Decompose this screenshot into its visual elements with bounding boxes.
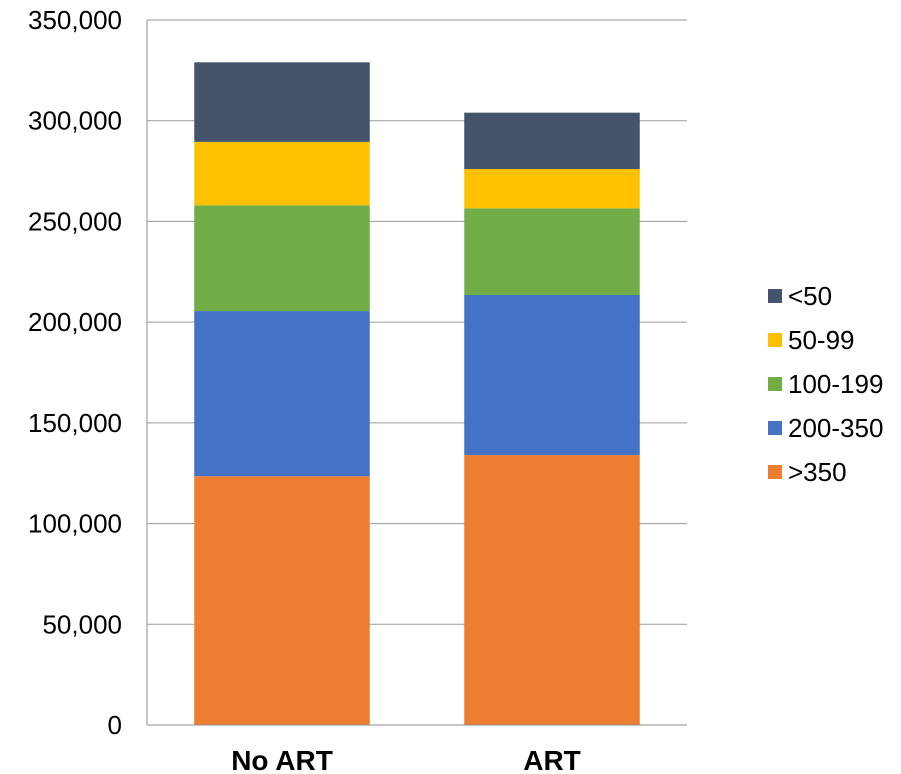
y-axis-ticks: 0 50,000 100,000 150,000 200,000 250,000 300,0… [28,5,122,740]
bar-segment [194,311,370,477]
y-tick-label: 100,000 [28,509,122,539]
axes [146,20,687,726]
bar-segment [464,208,640,295]
legend-label: <50 [788,281,832,311]
legend-swatch [768,465,782,479]
bar-segment [194,476,370,725]
y-tick-label: 250,000 [28,206,122,236]
x-axis-labels: No ART ART [231,745,581,774]
legend-swatch [768,289,782,303]
bar-segment [464,169,640,209]
legend-label: 100-199 [788,369,883,399]
legend-swatch [768,421,782,435]
legend: <50 50-99 100-199 200-350 >350 [768,281,883,487]
x-category-label: ART [523,745,581,774]
bar-segment [464,455,640,725]
bars [194,62,640,725]
bar-segment [464,112,640,170]
legend-label: 50-99 [788,325,855,355]
bar-segment [464,294,640,456]
bar-segment [194,62,370,142]
x-category-label: No ART [231,745,333,774]
y-tick-label: 350,000 [28,5,122,35]
legend-swatch [768,333,782,347]
y-tick-label: 300,000 [28,106,122,136]
y-tick-label: 50,000 [42,609,122,639]
y-tick-label: 0 [108,710,122,740]
legend-label: 200-350 [788,413,883,443]
legend-label: >350 [788,457,847,487]
y-tick-label: 150,000 [28,408,122,438]
bar-segment [194,205,370,312]
y-tick-label: 200,000 [28,307,122,337]
bar-segment [194,141,370,206]
legend-swatch [768,377,782,391]
